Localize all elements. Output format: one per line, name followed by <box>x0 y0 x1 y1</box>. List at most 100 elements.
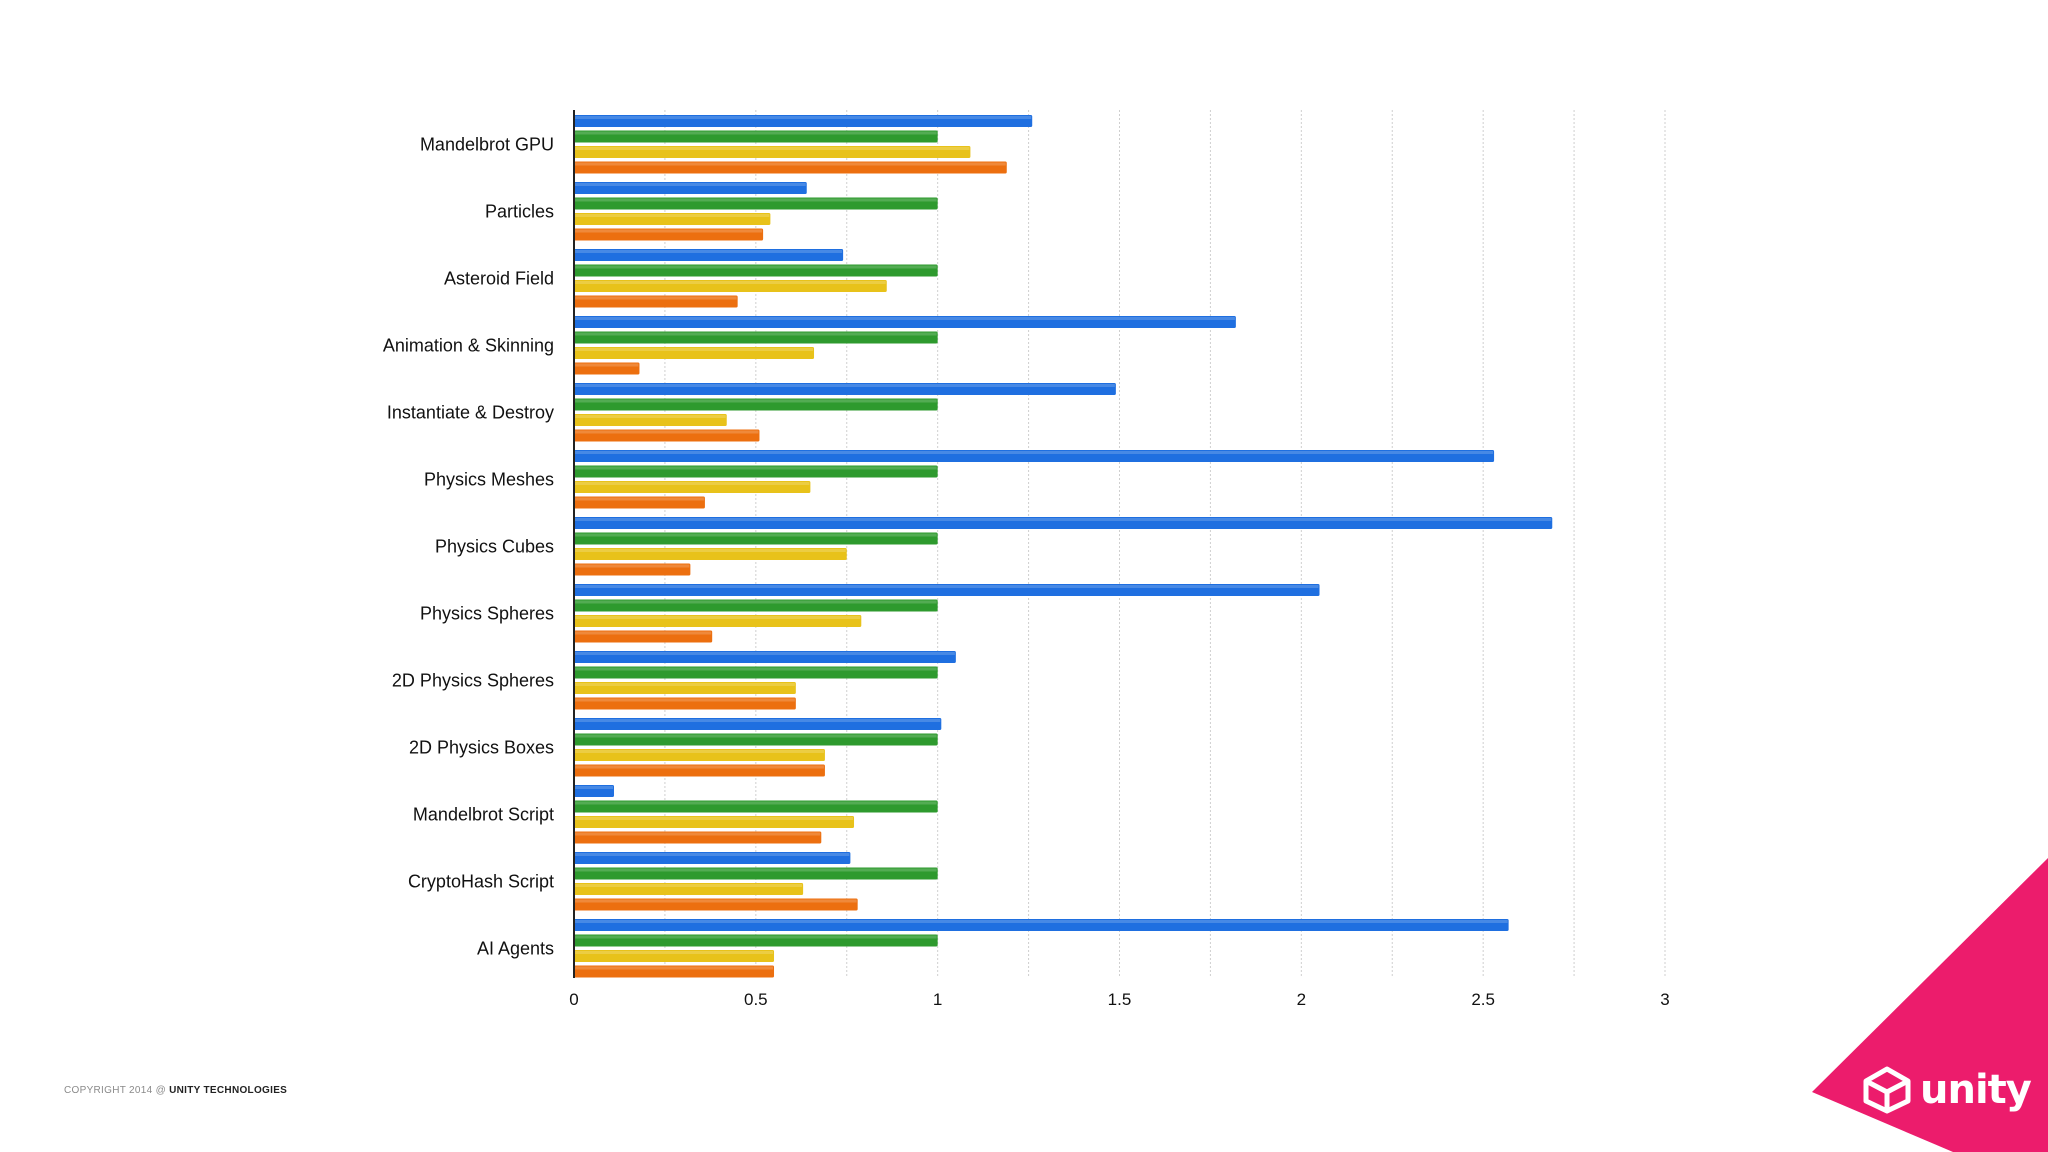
bar-yellow <box>574 146 971 158</box>
bar-highlight <box>574 884 803 887</box>
bar-highlight <box>574 430 759 434</box>
category-label: Physics Meshes <box>424 469 554 489</box>
bar-yellow <box>574 280 887 292</box>
bar-highlight <box>574 652 955 655</box>
x-tick-label: 1.5 <box>1108 990 1132 1009</box>
bar-highlight <box>574 935 937 939</box>
bar-green <box>574 599 938 612</box>
bar-blue <box>574 115 1033 127</box>
bar-highlight <box>574 348 814 351</box>
bar-blue <box>574 584 1320 596</box>
bar-yellow <box>574 213 771 225</box>
bar-highlight <box>574 765 824 769</box>
bar-highlight <box>574 734 937 738</box>
bar-orange <box>574 295 738 308</box>
bar-green <box>574 331 938 344</box>
bar-green <box>574 465 938 478</box>
x-tick-label: 0.5 <box>744 990 768 1009</box>
bar-highlight <box>574 466 937 470</box>
x-tick-label: 1 <box>933 990 942 1009</box>
bar-highlight <box>574 698 795 702</box>
bar-orange <box>574 898 858 911</box>
bar-highlight <box>574 229 763 233</box>
bar-blue <box>574 450 1495 462</box>
x-tick-label: 3 <box>1660 990 1669 1009</box>
bar-highlight <box>574 451 1494 454</box>
bar-highlight <box>574 801 937 805</box>
category-label: Asteroid Field <box>444 268 554 288</box>
bar-highlight <box>574 920 1508 923</box>
bar-highlight <box>574 616 861 619</box>
copyright-notice: COPYRIGHT 2014 @ UNITY TECHNOLOGIES <box>64 1085 287 1096</box>
bar-highlight <box>574 832 821 836</box>
bar-orange <box>574 630 713 643</box>
bar-highlight <box>574 296 737 300</box>
category-label: Particles <box>485 201 554 221</box>
bar-blue <box>574 852 851 864</box>
bar-yellow <box>574 548 847 560</box>
bar-green <box>574 666 938 679</box>
x-tick-label: 2.5 <box>1471 990 1495 1009</box>
bar-green <box>574 867 938 880</box>
category-label: Animation & Skinning <box>383 335 554 355</box>
x-tick-label: 2 <box>1297 990 1306 1009</box>
bar-blue <box>574 718 942 730</box>
bar-highlight <box>574 317 1235 320</box>
bar-highlight <box>574 899 857 903</box>
bar-orange <box>574 965 775 978</box>
bar-highlight <box>574 951 774 954</box>
bar-yellow <box>574 347 815 359</box>
bar-highlight <box>574 384 1115 387</box>
category-label: Mandelbrot Script <box>413 804 554 824</box>
copyright-company: UNITY TECHNOLOGIES <box>169 1085 288 1096</box>
category-label: Physics Spheres <box>420 603 554 623</box>
bar-orange <box>574 161 1007 174</box>
bar-green <box>574 934 938 947</box>
bar-yellow <box>574 615 862 627</box>
unity-logo: unity <box>1862 1066 2032 1114</box>
bar-orange <box>574 697 796 710</box>
bar-highlight <box>574 265 937 269</box>
bar-highlight <box>574 853 850 856</box>
bar-highlight <box>574 631 712 635</box>
bar-blue <box>574 383 1116 395</box>
bar-blue <box>574 651 956 663</box>
bar-highlight <box>574 214 770 217</box>
bar-highlight <box>574 868 937 872</box>
bar-orange <box>574 496 705 509</box>
bar-green <box>574 264 938 277</box>
bar-highlight <box>574 281 886 284</box>
category-label: CryptoHash Script <box>408 871 554 891</box>
bar-highlight <box>574 116 1032 119</box>
bar-highlight <box>574 162 1006 166</box>
bar-highlight <box>574 600 937 604</box>
bar-green <box>574 130 938 143</box>
bar-green <box>574 197 938 210</box>
bar-highlight <box>574 415 726 418</box>
bar-yellow <box>574 749 825 761</box>
bar-highlight <box>574 817 854 820</box>
bar-highlight <box>574 786 614 789</box>
bar-blue <box>574 316 1236 328</box>
unity-cube-icon <box>1863 1066 1911 1114</box>
bar-green <box>574 532 938 545</box>
bar-highlight <box>574 332 937 336</box>
category-label: 2D Physics Boxes <box>409 737 554 757</box>
bar-orange <box>574 764 825 777</box>
bar-orange <box>574 831 822 844</box>
bar-highlight <box>574 719 941 722</box>
bar-highlight <box>574 497 704 501</box>
bar-orange <box>574 429 760 442</box>
bar-green <box>574 800 938 813</box>
bar-highlight <box>574 750 824 753</box>
bar-green <box>574 733 938 746</box>
bar-blue <box>574 182 807 194</box>
bar-green <box>574 398 938 411</box>
bar-highlight <box>574 549 846 552</box>
bar-highlight <box>574 533 937 537</box>
bar-yellow <box>574 883 804 895</box>
bar-yellow <box>574 414 727 426</box>
category-label: Mandelbrot GPU <box>420 134 554 154</box>
